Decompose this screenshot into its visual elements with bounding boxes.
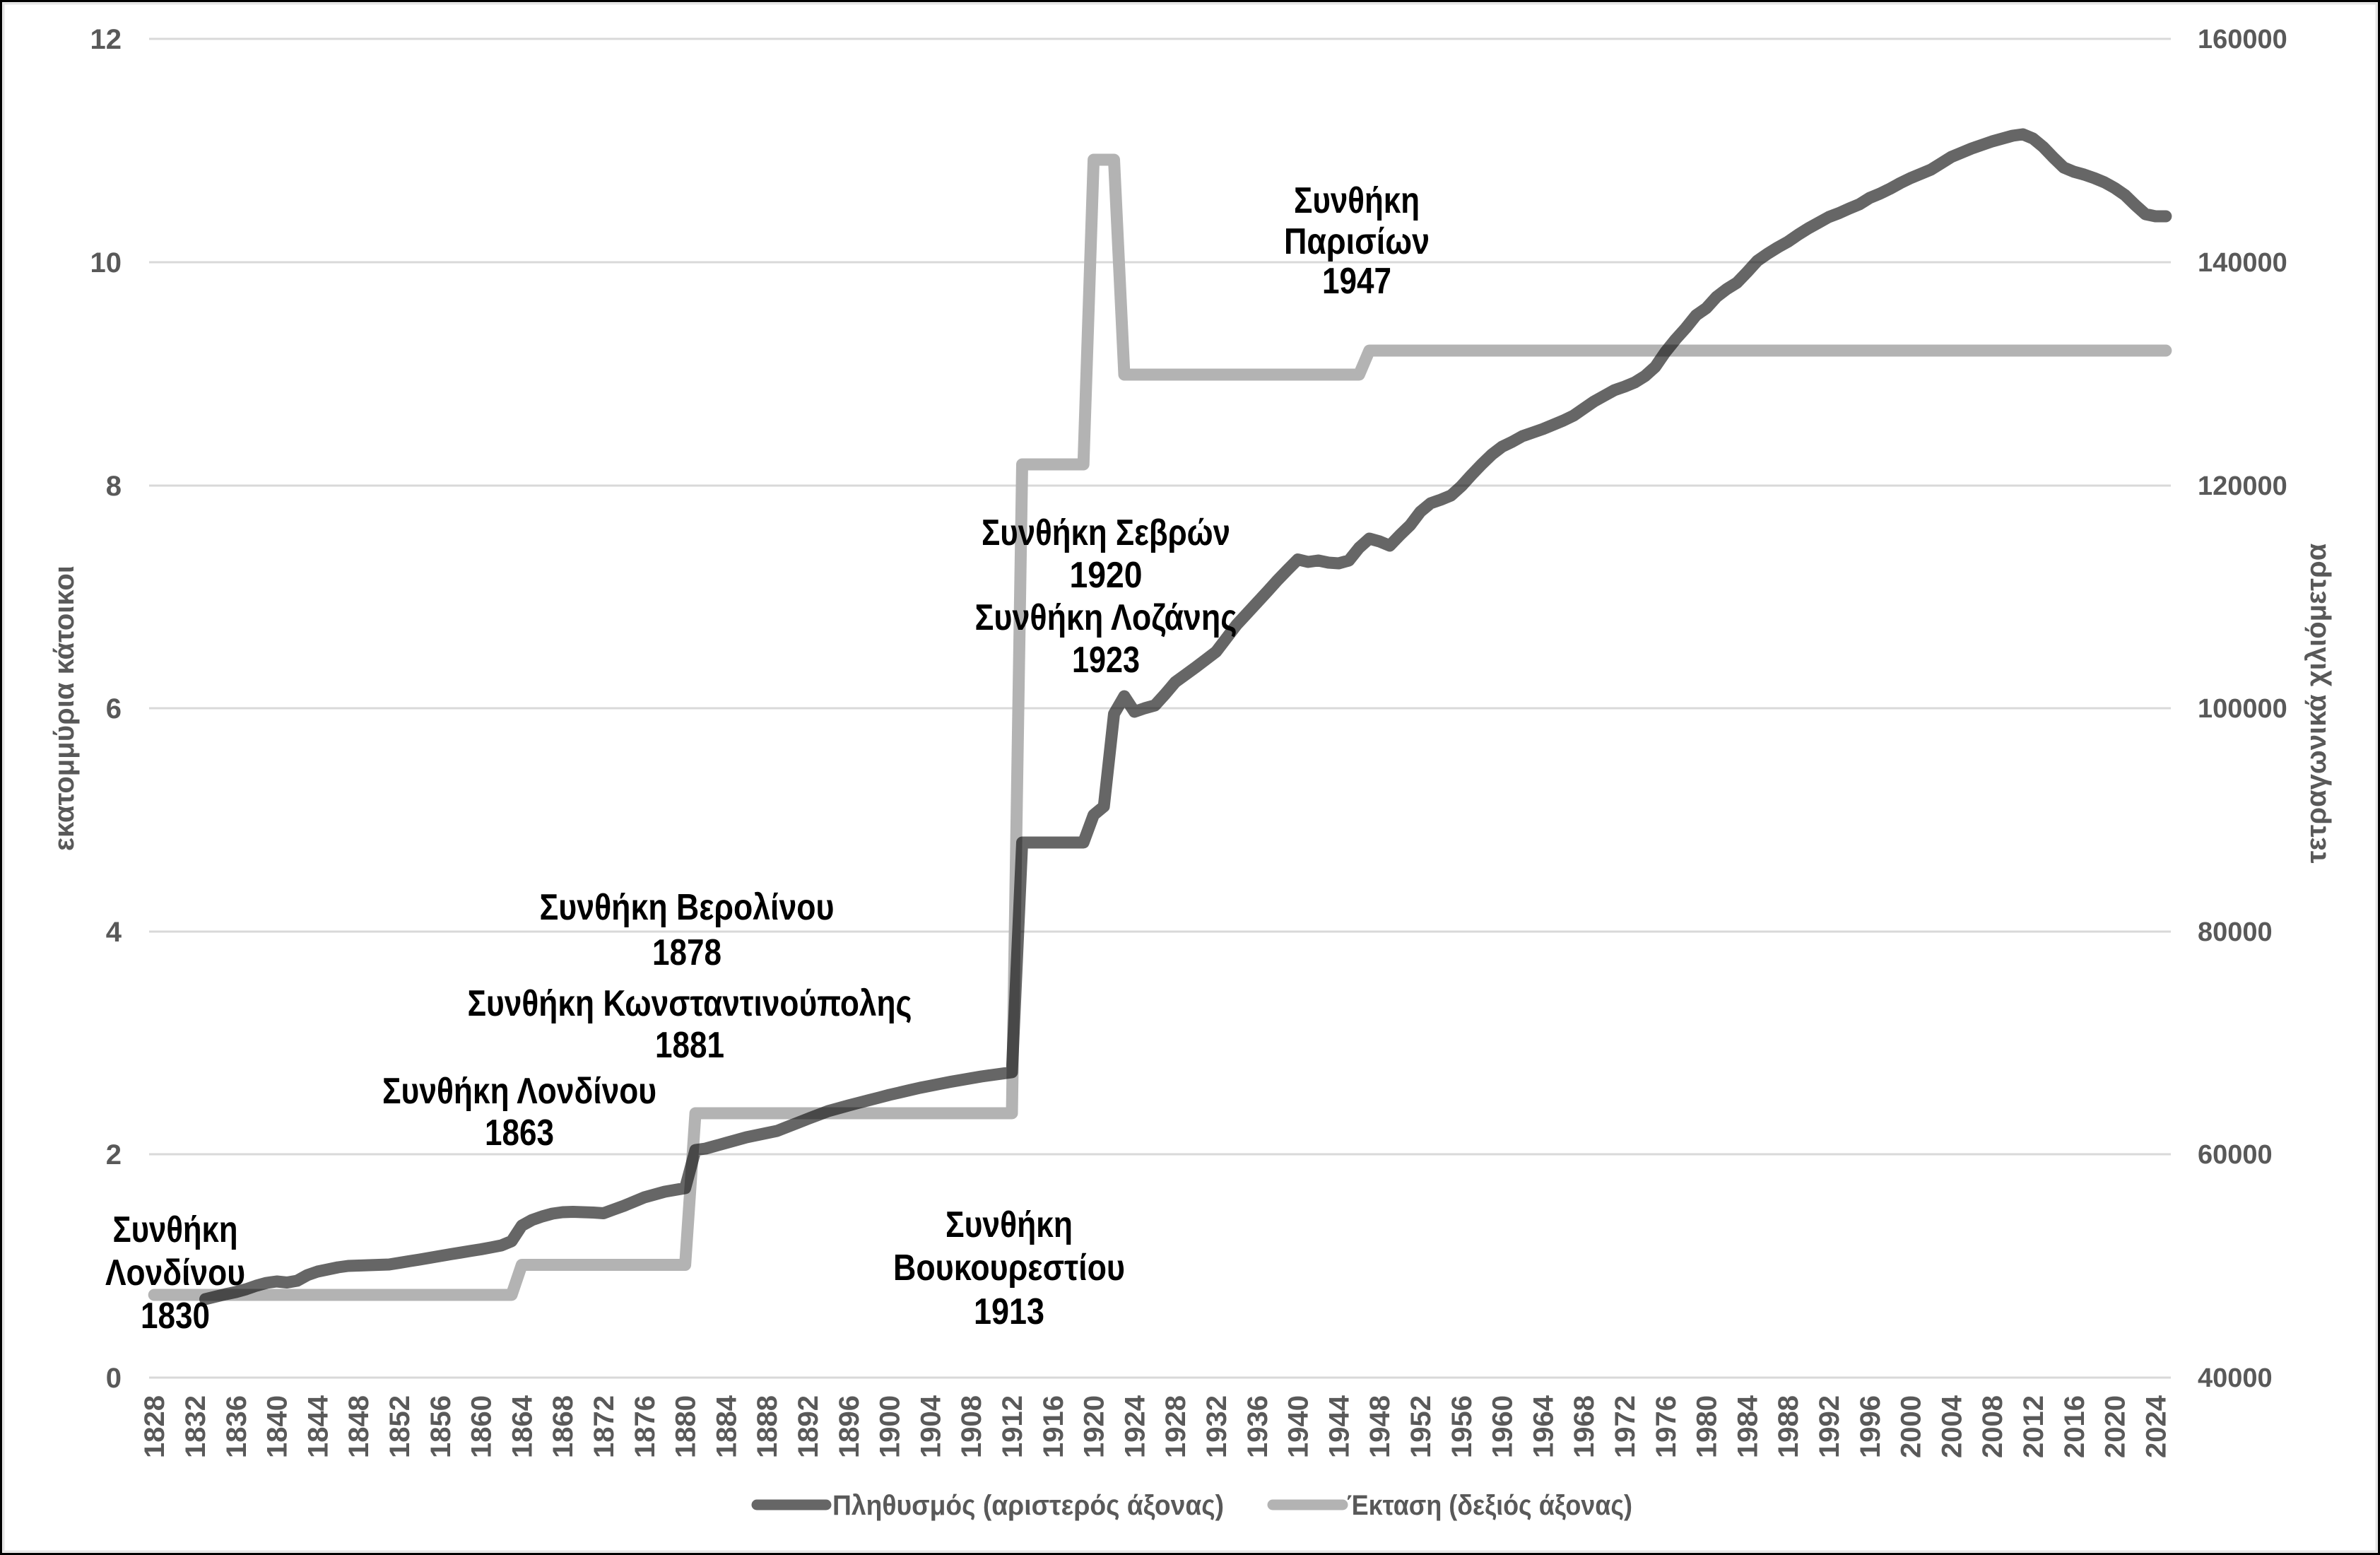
svg-text:100000: 100000 bbox=[2198, 694, 2287, 724]
svg-text:4: 4 bbox=[106, 917, 122, 948]
svg-text:1912: 1912 bbox=[997, 1395, 1028, 1458]
svg-text:0: 0 bbox=[106, 1363, 122, 1394]
svg-text:Λονδίνου: Λονδίνου bbox=[105, 1252, 245, 1293]
svg-text:Παρισίων: Παρισίων bbox=[1284, 221, 1430, 262]
svg-text:1920: 1920 bbox=[1070, 555, 1143, 596]
svg-text:1878: 1878 bbox=[652, 932, 721, 973]
svg-text:1948: 1948 bbox=[1365, 1395, 1396, 1458]
svg-text:1828: 1828 bbox=[139, 1395, 170, 1458]
svg-text:140000: 140000 bbox=[2198, 248, 2287, 278]
svg-text:1976: 1976 bbox=[1651, 1395, 1682, 1458]
svg-text:1908: 1908 bbox=[956, 1395, 987, 1458]
svg-text:2: 2 bbox=[106, 1139, 122, 1170]
svg-text:1988: 1988 bbox=[1773, 1395, 1804, 1458]
svg-text:1916: 1916 bbox=[1038, 1395, 1069, 1458]
svg-text:1913: 1913 bbox=[974, 1291, 1044, 1332]
svg-text:1856: 1856 bbox=[425, 1395, 456, 1458]
svg-text:1896: 1896 bbox=[834, 1395, 865, 1458]
svg-text:1947: 1947 bbox=[1322, 261, 1391, 302]
svg-text:1980: 1980 bbox=[1692, 1395, 1723, 1458]
svg-text:1881: 1881 bbox=[655, 1025, 724, 1066]
svg-text:1968: 1968 bbox=[1569, 1395, 1600, 1458]
svg-text:Συνθήκη Λονδίνου: Συνθήκη Λονδίνου bbox=[382, 1071, 656, 1112]
svg-text:1904: 1904 bbox=[915, 1395, 946, 1458]
svg-text:1860: 1860 bbox=[466, 1395, 497, 1458]
svg-text:2024: 2024 bbox=[2140, 1395, 2172, 1458]
svg-text:Συνθήκη: Συνθήκη bbox=[1294, 180, 1420, 221]
svg-text:Συνθήκη Κωνσταντινούπολης: Συνθήκη Κωνσταντινούπολης bbox=[468, 983, 912, 1024]
svg-text:Συνθήκη: Συνθήκη bbox=[113, 1209, 238, 1250]
svg-text:1876: 1876 bbox=[630, 1395, 661, 1458]
svg-text:1892: 1892 bbox=[793, 1395, 824, 1458]
svg-text:1940: 1940 bbox=[1283, 1395, 1314, 1458]
svg-text:1832: 1832 bbox=[180, 1395, 211, 1458]
svg-text:60000: 60000 bbox=[2198, 1140, 2273, 1170]
svg-text:1840: 1840 bbox=[262, 1395, 293, 1458]
svg-text:1844: 1844 bbox=[302, 1395, 334, 1458]
svg-text:1936: 1936 bbox=[1242, 1395, 1273, 1458]
svg-text:1830: 1830 bbox=[141, 1296, 210, 1337]
svg-text:1960: 1960 bbox=[1488, 1395, 1519, 1458]
svg-text:80000: 80000 bbox=[2198, 917, 2273, 947]
svg-text:2020: 2020 bbox=[2100, 1395, 2131, 1458]
svg-text:1924: 1924 bbox=[1119, 1395, 1150, 1458]
svg-text:1864: 1864 bbox=[507, 1395, 538, 1458]
svg-text:40000: 40000 bbox=[2198, 1363, 2273, 1393]
svg-text:1900: 1900 bbox=[875, 1395, 906, 1458]
svg-text:1964: 1964 bbox=[1528, 1395, 1559, 1458]
svg-text:2004: 2004 bbox=[1936, 1395, 1967, 1458]
svg-text:1996: 1996 bbox=[1855, 1395, 1886, 1458]
svg-text:1863: 1863 bbox=[485, 1113, 554, 1154]
svg-text:1944: 1944 bbox=[1324, 1395, 1355, 1458]
svg-text:Συνθήκη Σεβρών: Συνθήκη Σεβρών bbox=[982, 512, 1230, 553]
svg-text:2000: 2000 bbox=[1896, 1395, 1927, 1458]
svg-text:8: 8 bbox=[106, 471, 122, 502]
svg-text:1888: 1888 bbox=[752, 1395, 783, 1458]
svg-text:1984: 1984 bbox=[1732, 1395, 1763, 1458]
svg-text:1928: 1928 bbox=[1160, 1395, 1191, 1458]
svg-text:1920: 1920 bbox=[1079, 1395, 1110, 1458]
svg-text:1836: 1836 bbox=[221, 1395, 252, 1458]
svg-text:1868: 1868 bbox=[548, 1395, 579, 1458]
svg-text:12: 12 bbox=[90, 24, 122, 55]
svg-text:1956: 1956 bbox=[1447, 1395, 1478, 1458]
svg-text:6: 6 bbox=[106, 693, 122, 724]
svg-text:Συνθήκη: Συνθήκη bbox=[945, 1204, 1073, 1245]
svg-text:Πληθυσμός (αριστερός άξονας): Πληθυσμός (αριστερός άξονας) bbox=[832, 1490, 1224, 1521]
svg-text:1992: 1992 bbox=[1814, 1395, 1845, 1458]
svg-text:Συνθήκη Βερολίνου: Συνθήκη Βερολίνου bbox=[540, 887, 835, 928]
svg-text:2016: 2016 bbox=[2059, 1395, 2090, 1458]
svg-text:1872: 1872 bbox=[589, 1395, 620, 1458]
svg-text:1972: 1972 bbox=[1610, 1395, 1641, 1458]
svg-text:εκατομμύρια κάτοικοι: εκατομμύρια κάτοικοι bbox=[49, 565, 80, 851]
svg-text:2008: 2008 bbox=[1977, 1395, 2008, 1458]
svg-text:τετραγωνικά χιλιόμετρα: τετραγωνικά χιλιόμετρα bbox=[2301, 543, 2332, 863]
svg-text:10: 10 bbox=[90, 247, 122, 278]
svg-text:1880: 1880 bbox=[671, 1395, 702, 1458]
svg-text:2012: 2012 bbox=[2018, 1395, 2049, 1458]
svg-text:Βουκουρεστίου: Βουκουρεστίου bbox=[893, 1248, 1125, 1289]
svg-text:Συνθήκη Λοζάνης: Συνθήκη Λοζάνης bbox=[975, 597, 1237, 638]
svg-text:120000: 120000 bbox=[2198, 471, 2287, 501]
svg-text:1923: 1923 bbox=[1072, 640, 1140, 681]
svg-text:Έκταση (δεξιός άξονας): Έκταση (δεξιός άξονας) bbox=[1347, 1490, 1632, 1521]
svg-text:1884: 1884 bbox=[711, 1395, 742, 1458]
svg-text:1848: 1848 bbox=[343, 1395, 375, 1458]
svg-text:1852: 1852 bbox=[384, 1395, 416, 1458]
svg-text:1952: 1952 bbox=[1406, 1395, 1437, 1458]
svg-text:160000: 160000 bbox=[2198, 25, 2287, 54]
svg-text:1932: 1932 bbox=[1201, 1395, 1232, 1458]
